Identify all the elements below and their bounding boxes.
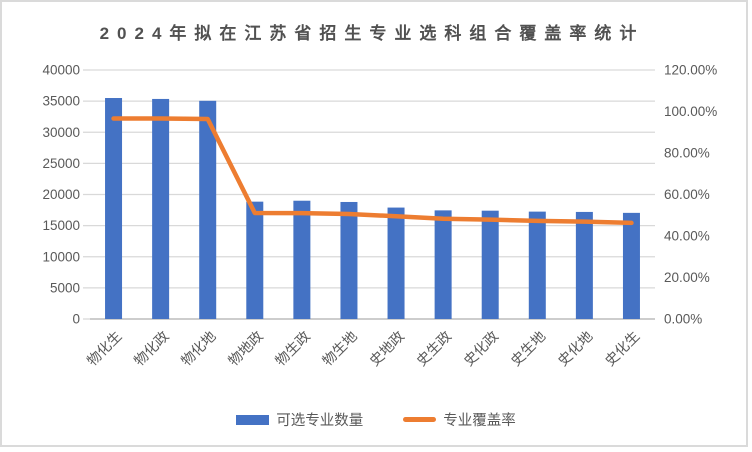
left-axis-label: 15000 bbox=[42, 218, 80, 233]
x-axis-label-史生政: 史生政 bbox=[413, 328, 454, 369]
right-axis-label: 40.00% bbox=[664, 229, 710, 244]
bar-史地政 bbox=[387, 207, 405, 319]
x-axis-label-史化地: 史化地 bbox=[554, 328, 595, 369]
chart-title: 2024年拟在江苏省招生专业选科组合覆盖率统计 bbox=[99, 24, 645, 43]
left-axis-label: 0 bbox=[72, 312, 80, 327]
right-axis-label: 20.00% bbox=[664, 270, 710, 285]
left-axis-label: 25000 bbox=[42, 156, 80, 171]
chart-legend: 可选专业数量 专业覆盖率 bbox=[0, 409, 752, 430]
x-axis-label-史地政: 史地政 bbox=[366, 328, 407, 369]
bar-物化生 bbox=[105, 98, 123, 319]
left-axis-label: 5000 bbox=[50, 280, 80, 295]
legend-item-line-series: 专业覆盖率 bbox=[403, 409, 516, 430]
line-series-swatch-icon bbox=[403, 417, 437, 422]
bar-物化地 bbox=[199, 100, 217, 319]
x-axis-label-物生地: 物生地 bbox=[319, 328, 360, 369]
right-axis-label: 120.00% bbox=[664, 63, 717, 78]
bar-物生政 bbox=[293, 200, 311, 319]
right-axis-label: 80.00% bbox=[664, 146, 710, 161]
x-axis-label-史化政: 史化政 bbox=[460, 328, 501, 369]
bar-史生政 bbox=[434, 210, 452, 319]
bar-史化政 bbox=[481, 210, 499, 319]
right-axis-label: 60.00% bbox=[664, 187, 710, 202]
legend-label-bar-series: 可选专业数量 bbox=[276, 413, 364, 429]
left-axis-label: 20000 bbox=[42, 187, 80, 202]
bar-物化政 bbox=[152, 98, 170, 319]
x-axis-label-物生政: 物生政 bbox=[272, 328, 313, 369]
left-axis-label: 40000 bbox=[42, 63, 80, 78]
legend-label-line-series: 专业覆盖率 bbox=[443, 413, 516, 429]
coverage-line bbox=[111, 116, 634, 226]
x-axis-label-史化生: 史化生 bbox=[602, 328, 643, 369]
bar-史生地 bbox=[528, 211, 546, 319]
x-axis-label-物地政: 物地政 bbox=[225, 328, 266, 369]
left-axis-label: 10000 bbox=[42, 249, 80, 264]
bar-物地政 bbox=[246, 201, 264, 319]
x-axis-label-物化地: 物化地 bbox=[178, 328, 219, 369]
right-axis-label: 100.00% bbox=[664, 104, 717, 119]
bar-物生地 bbox=[340, 201, 358, 319]
left-axis-label: 30000 bbox=[42, 125, 80, 140]
bar-史化生 bbox=[622, 212, 640, 319]
right-axis-label: 0.00% bbox=[664, 312, 702, 327]
left-axis-label: 35000 bbox=[42, 94, 80, 109]
chart-svg: 0 5000 10000 15000 20000 25000 30000 35000 40000… bbox=[42, 63, 717, 369]
x-axis-label-物化政: 物化政 bbox=[131, 328, 172, 369]
x-axis-label-物化生: 物化生 bbox=[84, 328, 125, 369]
legend-item-bar-series: 可选专业数量 bbox=[236, 409, 363, 430]
bar-史化地 bbox=[575, 211, 593, 319]
bar-series-swatch-icon bbox=[236, 414, 270, 425]
x-axis-label-史生地: 史生地 bbox=[507, 328, 548, 369]
